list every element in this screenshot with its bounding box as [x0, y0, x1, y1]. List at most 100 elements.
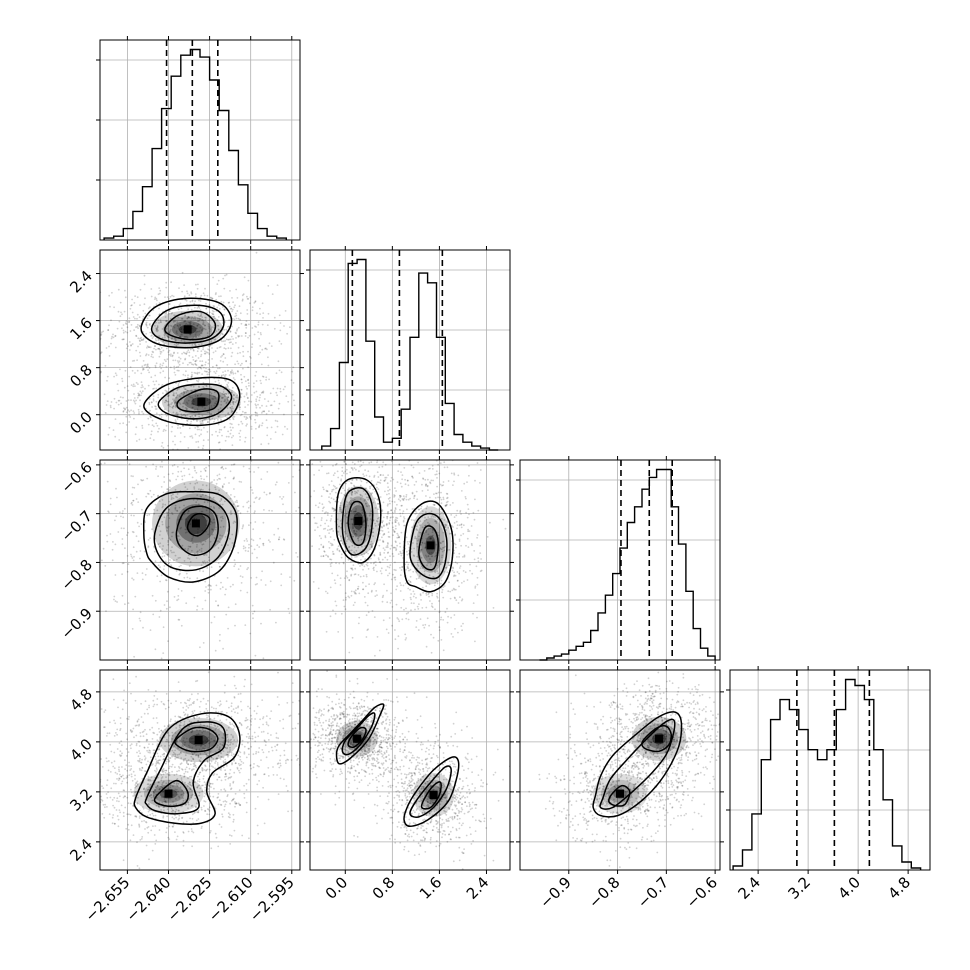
sample-point: [416, 545, 419, 548]
gridlines: [757, 670, 909, 870]
sample-point: [179, 763, 182, 766]
sample-point: [220, 721, 223, 724]
sample-point: [153, 456, 155, 458]
sample-point: [361, 495, 364, 497]
sample-point: [405, 607, 407, 610]
sample-point: [151, 743, 154, 746]
sample-point: [359, 455, 361, 457]
sample-point: [387, 527, 389, 530]
sample-point: [428, 552, 431, 555]
sample-point: [192, 398, 195, 401]
sample-point: [184, 754, 187, 757]
sample-point: [260, 392, 263, 394]
sample-point: [377, 517, 379, 520]
sample-point: [290, 379, 293, 381]
sample-point: [225, 402, 228, 405]
sample-point: [206, 501, 209, 503]
sample-point: [387, 531, 390, 533]
sample-point: [304, 498, 306, 500]
sample-point: [175, 401, 177, 404]
sample-point: [278, 314, 281, 317]
sample-point: [392, 573, 394, 576]
sample-point: [131, 369, 134, 372]
sample-point: [184, 320, 187, 322]
sample-point: [116, 327, 119, 330]
sample-point: [189, 561, 192, 563]
sample-point: [363, 596, 366, 598]
sample-point: [351, 479, 354, 482]
sample-point: [372, 562, 375, 565]
sample-point: [366, 518, 368, 521]
sample-point: [301, 709, 303, 711]
sample-point: [192, 359, 195, 361]
sample-point: [405, 536, 408, 539]
sample-point: [417, 508, 420, 511]
sample-point: [232, 781, 235, 784]
sample-point: [147, 384, 150, 387]
sample-point: [293, 404, 296, 407]
sample-point: [109, 404, 112, 407]
sample-point: [476, 594, 479, 596]
sample-point: [383, 552, 386, 554]
sample-point: [326, 472, 328, 475]
sample-point: [224, 370, 227, 372]
sample-point: [189, 523, 192, 526]
sample-point: [191, 729, 194, 732]
sample-point: [445, 501, 448, 504]
sample-point: [342, 599, 345, 601]
sample-point: [221, 340, 223, 343]
sample-point: [126, 534, 128, 536]
sample-point: [186, 713, 189, 716]
sample-point: [232, 401, 235, 403]
sample-point: [219, 526, 222, 528]
sample-point: [167, 395, 170, 397]
sample-point: [340, 479, 342, 482]
sample-point: [237, 551, 240, 554]
sample-point: [209, 718, 212, 720]
sample-point: [145, 366, 148, 369]
sample-point: [409, 596, 412, 599]
sample-point: [209, 391, 212, 394]
sample-point: [374, 654, 376, 657]
sample-point: [205, 754, 208, 757]
sample-point: [210, 340, 213, 342]
sample-point: [210, 505, 212, 508]
sample-point: [145, 733, 148, 736]
sample-point: [262, 716, 265, 718]
sample-point: [425, 555, 428, 558]
sample-point: [411, 508, 414, 510]
sample-point: [308, 429, 310, 431]
sample-point: [417, 521, 420, 524]
sample-point: [176, 475, 179, 478]
sample-point: [351, 494, 353, 496]
sample-point: [172, 531, 175, 534]
sample-point: [312, 552, 314, 554]
sample-point: [262, 390, 265, 393]
sample-point: [148, 706, 151, 709]
sample-point: [284, 451, 286, 453]
sample-point: [114, 600, 117, 602]
sample-point: [239, 364, 242, 367]
sample-point: [232, 463, 235, 466]
sample-point: [254, 654, 257, 657]
sample-point: [130, 731, 133, 733]
sample-point: [187, 447, 190, 449]
sample-point: [479, 469, 482, 471]
sample-point: [249, 302, 251, 305]
sample-point: [156, 326, 159, 328]
sample-point: [239, 565, 242, 567]
sample-point: [311, 545, 313, 548]
sample-point: [442, 540, 445, 543]
sample-point: [439, 563, 442, 565]
sample-point: [327, 525, 330, 527]
sample-point: [109, 503, 112, 506]
sample-point: [366, 562, 369, 564]
sample-point: [314, 522, 317, 525]
sample-point: [339, 502, 342, 504]
sample-point: [332, 498, 335, 501]
sample-point: [108, 355, 111, 357]
sample-point: [258, 498, 261, 501]
sample-point: [440, 579, 443, 582]
sample-point: [229, 407, 232, 409]
sample-point: [178, 716, 181, 718]
